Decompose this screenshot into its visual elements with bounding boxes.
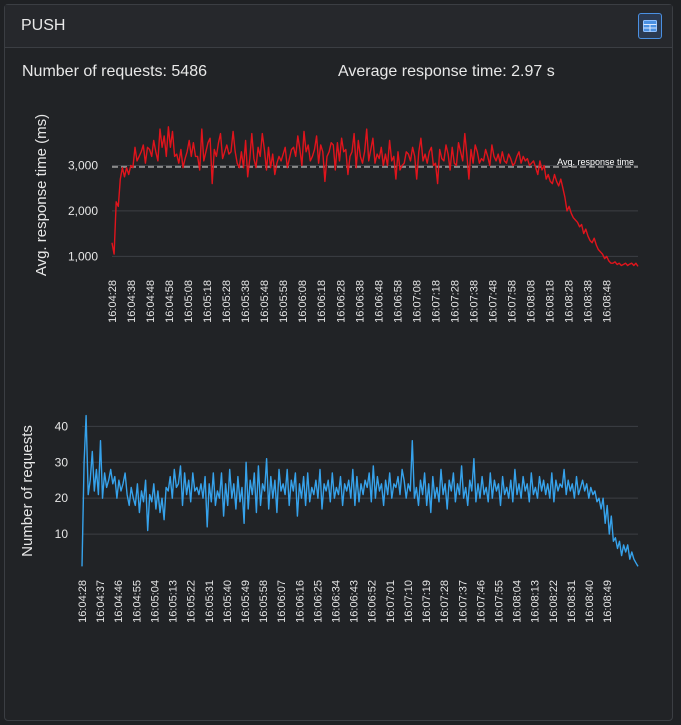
x-tick-label: 16:07:08: [411, 280, 423, 323]
x-tick-label: 16:04:37: [95, 580, 107, 623]
table-view-icon: [643, 20, 657, 32]
x-tick-label: 16:08:22: [548, 580, 560, 623]
requests-chart: 10 20 30 40 Number of requests 16:04:28 16:04:…: [19, 414, 639, 623]
x-tick-label: 16:05:13: [168, 580, 180, 623]
panel-header: PUSH: [5, 5, 672, 48]
x-tick-label: 16:06:16: [294, 580, 306, 623]
x-tick-label: 16:07:58: [506, 280, 518, 323]
x-tick-label: 16:05:22: [186, 580, 198, 623]
response-time-chart: 1,000 2,000 3,000 Avg. response time (ms) 16…: [33, 114, 639, 323]
y-tick-label: 3,000: [68, 158, 98, 172]
x-tick-label: 16:08:08: [525, 280, 537, 323]
x-tick-label: 16:05:58: [278, 280, 290, 323]
x-tick-label: 16:04:55: [131, 580, 143, 623]
x-tick-label: 16:04:46: [113, 580, 125, 623]
y-tick-label: 2,000: [68, 204, 98, 218]
x-tick-label: 16:05:18: [202, 280, 214, 323]
table-view-button[interactable]: [638, 13, 662, 39]
x-tick-label: 16:08:28: [564, 280, 576, 323]
x-tick-label: 16:05:58: [258, 580, 270, 623]
x-tick-label: 16:07:01: [385, 580, 397, 623]
series-line: [111, 126, 639, 267]
x-tick-label: 16:08:38: [583, 280, 595, 323]
x-tick-label: 16:04:28: [107, 280, 119, 323]
x-tick-label: 16:05:49: [240, 580, 252, 623]
x-tick-label: 16:05:04: [149, 580, 161, 623]
x-tick-label: 16:06:28: [335, 280, 347, 323]
x-tick-label: 16:08:48: [602, 280, 614, 323]
x-tick-label: 16:08:31: [566, 580, 578, 623]
x-tick-label: 16:08:18: [545, 280, 557, 323]
push-panel: PUSH: [4, 4, 673, 721]
x-tick-label: 16:05:38: [240, 280, 252, 323]
x-tick-label: 16:07:46: [475, 580, 487, 623]
y-tick-label: 20: [55, 491, 69, 505]
x-tick-label: 16:06:58: [392, 280, 404, 323]
x-tick-label: 16:04:28: [77, 580, 89, 623]
x-tick-label: 16:08:49: [602, 580, 614, 623]
x-tick-label: 16:08:13: [530, 580, 542, 623]
x-tick-label: 16:06:34: [331, 580, 343, 623]
x-tick-label: 16:06:07: [276, 580, 288, 623]
y-axis-label: Avg. response time (ms): [33, 114, 50, 276]
x-tick-label: 16:07:18: [430, 280, 442, 323]
x-tick-label: 16:05:31: [204, 580, 216, 623]
x-tick-label: 16:06:52: [367, 580, 379, 623]
x-tick-label: 16:07:37: [457, 580, 469, 623]
x-tick-label: 16:06:48: [373, 280, 385, 323]
x-tick-label: 16:07:19: [421, 580, 433, 623]
x-tick-label: 16:05:40: [222, 580, 234, 623]
x-tick-label: 16:07:48: [487, 280, 499, 323]
y-tick-label: 1,000: [68, 249, 98, 263]
x-tick-label: 16:04:38: [126, 280, 138, 323]
requests-count: Number of requests: 5486: [22, 63, 207, 80]
x-tick-label: 16:07:10: [403, 580, 415, 623]
y-tick-label: 40: [55, 419, 69, 433]
x-tick-label: 16:07:55: [493, 580, 505, 623]
x-tick-label: 16:07:28: [439, 580, 451, 623]
x-tick-label: 16:06:25: [312, 580, 324, 623]
x-tick-label: 16:07:28: [449, 280, 461, 323]
panel-title: PUSH: [21, 17, 66, 34]
x-tick-label: 16:07:38: [468, 280, 480, 323]
x-tick-label: 16:05:48: [259, 280, 271, 323]
x-tick-label: 16:06:08: [297, 280, 309, 323]
series-line: [81, 414, 639, 567]
y-axis-label: Number of requests: [19, 425, 36, 557]
x-tick-label: 16:08:04: [512, 580, 524, 623]
x-tick-label: 16:05:28: [221, 280, 233, 323]
average-response-time: Average response time: 2.97 s: [338, 63, 555, 80]
y-tick-label: 30: [55, 455, 69, 469]
x-tick-label: 16:06:38: [354, 280, 366, 323]
x-tick-label: 16:06:43: [349, 580, 361, 623]
x-tick-label: 16:04:48: [145, 280, 157, 323]
x-tick-label: 16:06:18: [316, 280, 328, 323]
average-line-label: Avg. response time: [557, 157, 634, 167]
x-tick-label: 16:08:40: [584, 580, 596, 623]
y-tick-label: 10: [55, 527, 69, 541]
x-tick-label: 16:05:08: [183, 280, 195, 323]
x-tick-label: 16:04:58: [164, 280, 176, 323]
